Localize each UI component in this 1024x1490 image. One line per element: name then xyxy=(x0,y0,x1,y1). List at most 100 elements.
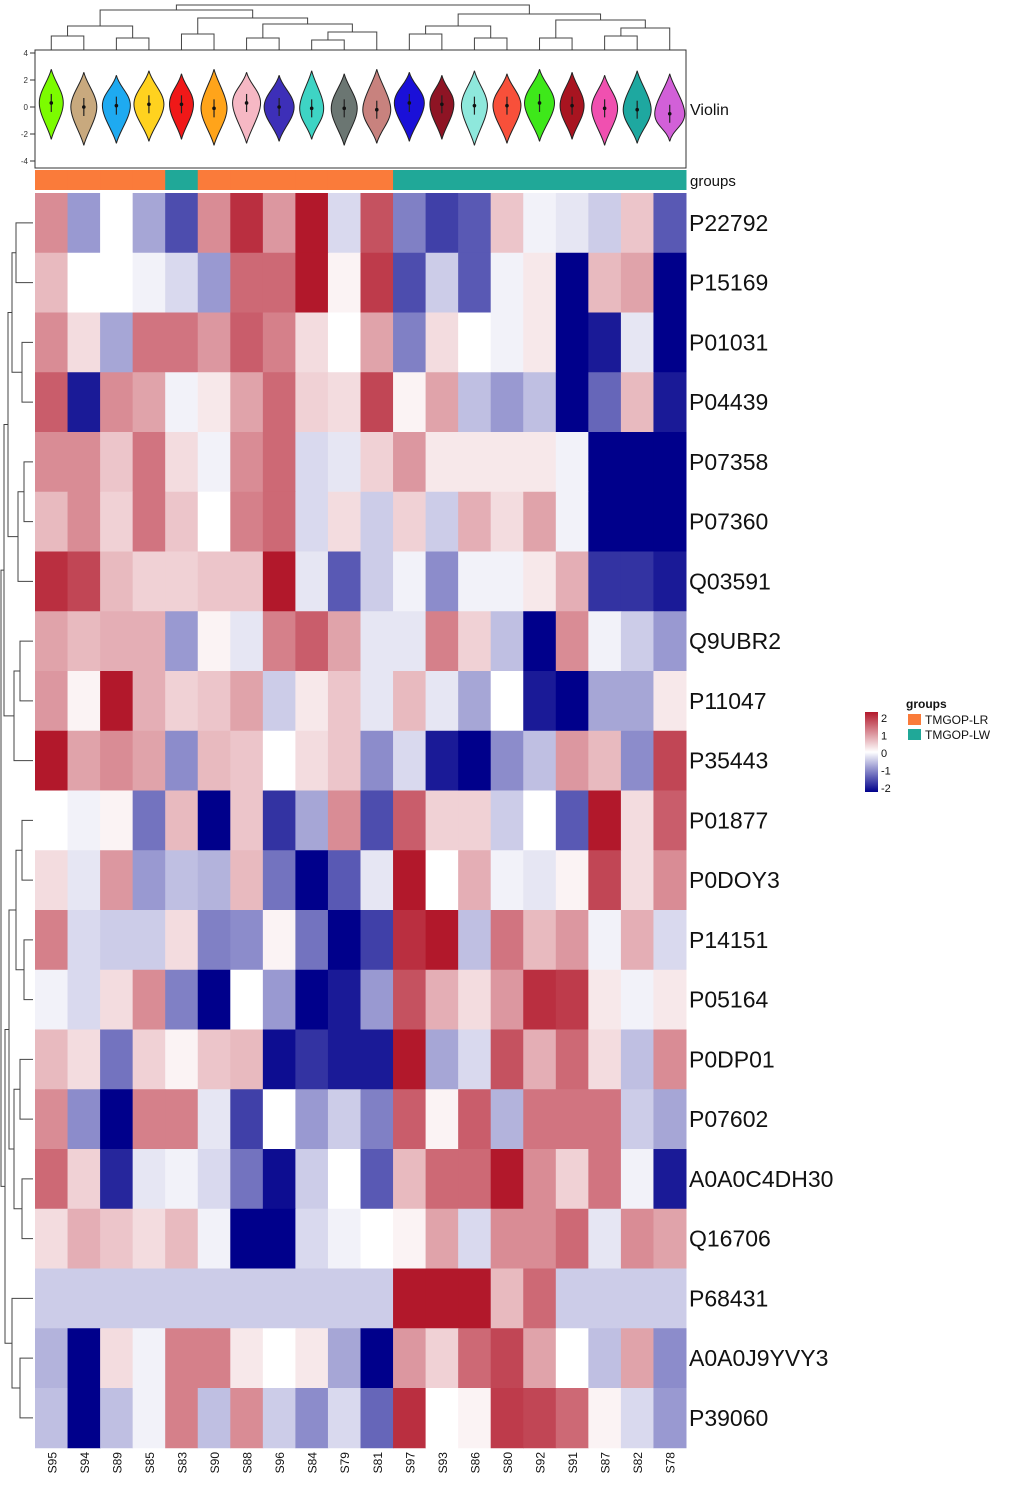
heatmap-cell xyxy=(262,551,296,612)
heatmap-cell xyxy=(295,491,329,552)
column-label: S85 xyxy=(143,1452,157,1474)
heatmap-cell xyxy=(523,671,557,732)
colorbar-ticks: 2 1 0 -1 -2 xyxy=(881,713,891,795)
heatmap-cell xyxy=(588,969,622,1030)
heatmap-cell xyxy=(393,671,427,732)
group-annotation-cell xyxy=(100,170,134,190)
heatmap-cell xyxy=(35,1328,69,1389)
heatmap-cell xyxy=(165,611,199,672)
heatmap-cell xyxy=(327,1268,361,1329)
heatmap-cell xyxy=(360,850,394,911)
heatmap-cell xyxy=(458,1328,492,1389)
heatmap-cell xyxy=(295,312,329,373)
heatmap-cell xyxy=(230,1268,264,1329)
heatmap-cell xyxy=(230,252,264,313)
column-dendrogram-branch xyxy=(604,35,638,50)
heatmap-cell xyxy=(490,1089,524,1150)
row-label: P68431 xyxy=(689,1285,768,1311)
heatmap-cell xyxy=(197,1328,231,1389)
row-dendrogram-branch xyxy=(15,849,24,971)
heatmap-cell xyxy=(360,312,394,373)
heatmap-cell xyxy=(458,1208,492,1269)
row-dendrogram-branch xyxy=(11,252,22,373)
heatmap-cell xyxy=(425,1089,459,1150)
column-label: S93 xyxy=(436,1452,450,1474)
heatmap-cell xyxy=(197,790,231,851)
heatmap-cell xyxy=(653,252,687,313)
heatmap-cell xyxy=(100,1388,134,1449)
heatmap-cell xyxy=(67,1388,101,1449)
heatmap-cell xyxy=(230,910,264,971)
column-dendrogram-branch xyxy=(473,37,508,50)
heatmap-cell xyxy=(653,491,687,552)
heatmap-cell xyxy=(555,1029,589,1090)
heatmap-cell xyxy=(295,671,329,732)
heatmap-cell xyxy=(490,491,524,552)
heatmap-cell xyxy=(262,910,296,971)
heatmap-cell xyxy=(458,252,492,313)
heatmap-cell xyxy=(197,850,231,911)
heatmap-cell xyxy=(425,432,459,493)
column-label: S80 xyxy=(501,1452,515,1474)
column-label: S84 xyxy=(306,1452,320,1474)
heatmap-cell xyxy=(653,790,687,851)
heatmap-cell xyxy=(100,850,134,911)
heatmap-cell xyxy=(393,252,427,313)
column-label: S87 xyxy=(599,1452,613,1474)
row-label: P05164 xyxy=(689,987,769,1013)
heatmap-cell xyxy=(555,910,589,971)
heatmap-cell xyxy=(393,1089,427,1150)
heatmap-cell xyxy=(393,1268,427,1329)
heatmap-cell xyxy=(327,1149,361,1210)
heatmap-cell xyxy=(425,1208,459,1269)
heatmap-cell xyxy=(653,372,687,433)
heatmap-cell xyxy=(588,193,622,254)
row-dendrogram-branch xyxy=(13,670,33,762)
heatmap-cell xyxy=(327,252,361,313)
violin-median-point xyxy=(179,102,184,107)
heatmap-cell xyxy=(490,372,524,433)
heatmap-cell xyxy=(425,1268,459,1329)
heatmap-cell xyxy=(458,1149,492,1210)
heatmap-cell xyxy=(327,1089,361,1150)
heatmap-cell xyxy=(523,850,557,911)
column-dendrogram-branch xyxy=(555,19,646,38)
heatmap-cell xyxy=(523,790,557,851)
heatmap-cell xyxy=(490,1268,524,1329)
heatmap-cell xyxy=(132,1089,166,1150)
group-annotation-cell xyxy=(197,170,231,190)
column-label: S92 xyxy=(534,1452,548,1474)
heatmap-cell xyxy=(360,969,394,1030)
heatmap-cell xyxy=(35,730,69,791)
column-dendrogram-branch xyxy=(262,23,353,38)
heatmap-cell xyxy=(620,850,654,911)
row-dendrogram-branch xyxy=(11,1297,33,1389)
violin-median-point xyxy=(49,101,54,105)
heatmap-cell xyxy=(132,1029,166,1090)
heatmap-cell xyxy=(620,1328,654,1389)
row-dendrogram-branch xyxy=(3,424,14,717)
heatmap-cell xyxy=(588,1268,622,1329)
heatmap-cell xyxy=(132,1268,166,1329)
heatmap-cell xyxy=(132,1208,166,1269)
heatmap-cell xyxy=(67,432,101,493)
row-dendrogram-branch xyxy=(15,222,33,284)
violin-axis-tick-label: 0 xyxy=(24,103,29,112)
heatmap-cell xyxy=(393,312,427,373)
heatmap-cell xyxy=(197,432,231,493)
legend-group-label: TMGOP-LR xyxy=(925,713,989,727)
heatmap-cell xyxy=(360,790,394,851)
heatmap-cell xyxy=(425,1328,459,1389)
heatmap-cell xyxy=(393,790,427,851)
heatmap-cell xyxy=(165,1029,199,1090)
heatmap-cell xyxy=(588,1089,622,1150)
heatmap-cell xyxy=(295,432,329,493)
heatmap-cell xyxy=(100,671,134,732)
heatmap-cell xyxy=(165,671,199,732)
heatmap-cell xyxy=(653,969,687,1030)
column-label: S90 xyxy=(208,1452,222,1474)
heatmap-cell xyxy=(458,1388,492,1449)
heatmap-cell xyxy=(327,1328,361,1389)
heatmap-cell xyxy=(165,1268,199,1329)
